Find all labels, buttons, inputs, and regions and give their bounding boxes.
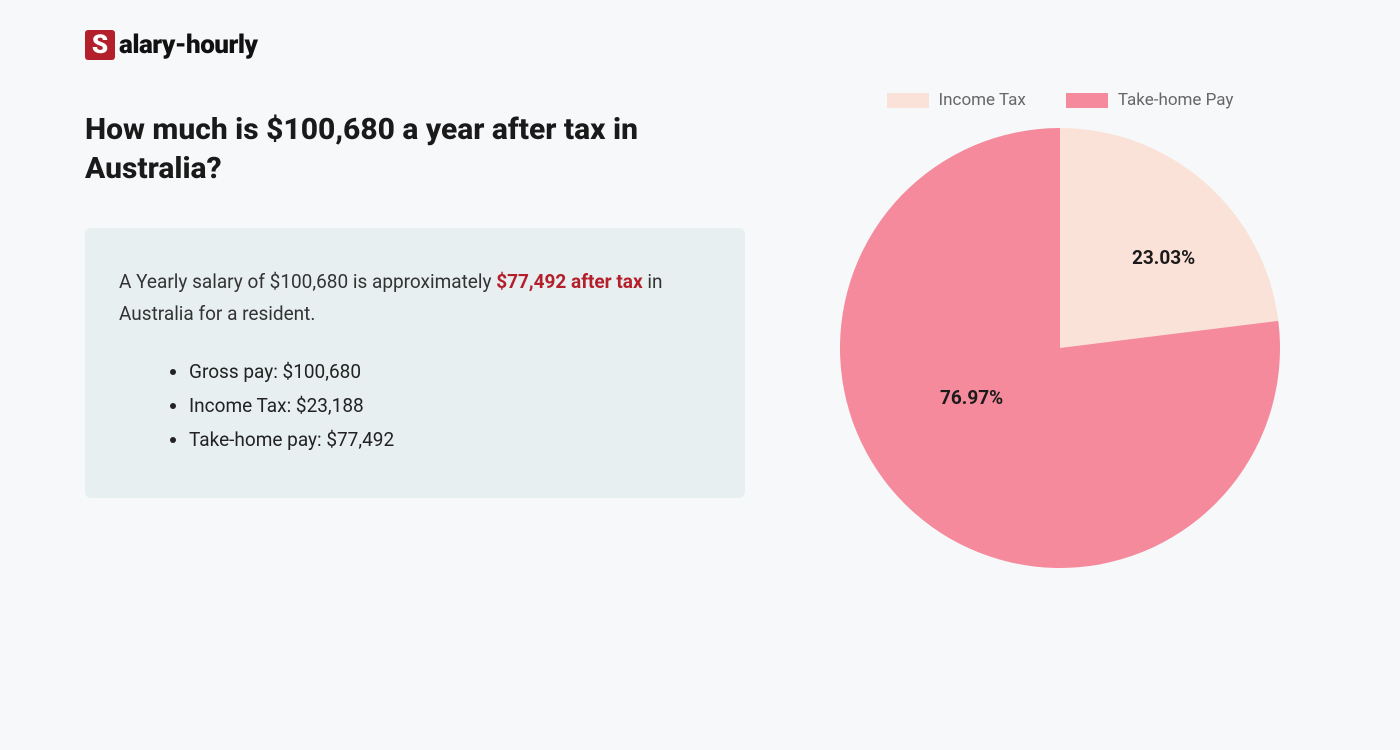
list-item: Gross pay: $100,680 — [189, 357, 711, 387]
summary-box: A Yearly salary of $100,680 is approxima… — [85, 228, 745, 498]
chart-column: Income Tax Take-home Pay 23.03% 76.97% — [805, 90, 1315, 568]
summary-lead-emph: $77,492 after tax — [496, 270, 642, 293]
left-column: How much is $100,680 a year after tax in… — [85, 110, 745, 498]
list-item: Take-home pay: $77,492 — [189, 425, 711, 455]
pie-svg-icon — [840, 128, 1280, 568]
legend-item-take-home: Take-home Pay — [1066, 90, 1234, 110]
legend-label: Take-home Pay — [1118, 90, 1234, 110]
legend-label: Income Tax — [939, 90, 1026, 110]
logo-text: alary-hourly — [119, 30, 257, 60]
legend-swatch-icon — [1066, 93, 1108, 108]
logo-mark-icon: S — [85, 30, 115, 60]
legend-item-income-tax: Income Tax — [887, 90, 1026, 110]
pie-chart: 23.03% 76.97% — [840, 128, 1280, 568]
content-row: How much is $100,680 a year after tax in… — [85, 110, 1315, 568]
page-root: S alary-hourly How much is $100,680 a ye… — [0, 0, 1400, 598]
chart-legend: Income Tax Take-home Pay — [887, 90, 1234, 110]
page-title: How much is $100,680 a year after tax in… — [85, 110, 745, 188]
slice-label-take-home: 76.97% — [940, 386, 1003, 409]
slice-label-income-tax: 23.03% — [1132, 246, 1195, 269]
summary-lead-pre: A Yearly salary of $100,680 is approxima… — [119, 270, 496, 293]
summary-bullet-list: Gross pay: $100,680 Income Tax: $23,188 … — [119, 357, 711, 456]
legend-swatch-icon — [887, 93, 929, 108]
logo: S alary-hourly — [85, 30, 1315, 60]
summary-lead: A Yearly salary of $100,680 is approxima… — [119, 266, 711, 331]
list-item: Income Tax: $23,188 — [189, 391, 711, 421]
